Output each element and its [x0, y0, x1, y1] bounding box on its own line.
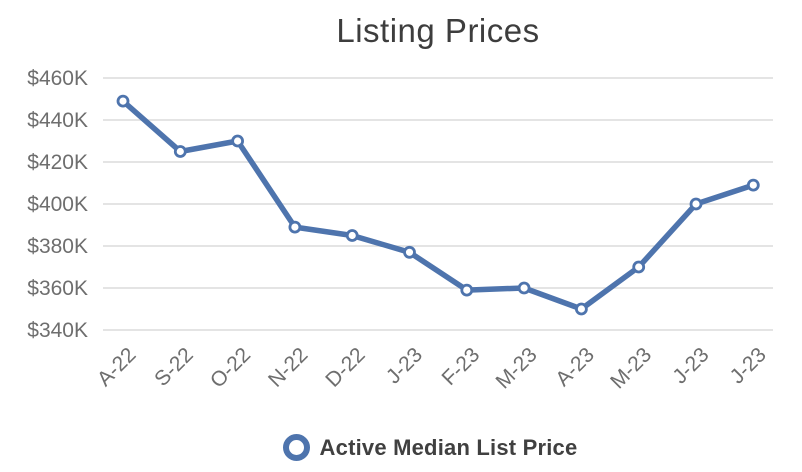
- y-tick-label: $400K: [27, 193, 88, 216]
- x-tick-label: J-23: [382, 343, 427, 388]
- data-point[interactable]: [345, 229, 359, 242]
- x-tick-label: A-23: [551, 343, 599, 391]
- x-tick-label: J-23: [668, 343, 713, 388]
- y-tick-label: $380K: [27, 235, 88, 258]
- x-tick-label: A-22: [93, 343, 141, 391]
- data-point[interactable]: [746, 178, 760, 192]
- chart-title: Listing Prices: [336, 12, 540, 49]
- y-tick-label: $420K: [27, 151, 88, 174]
- x-tick-label: S-22: [150, 343, 198, 391]
- x-tick-label: F-23: [438, 343, 485, 390]
- data-point[interactable]: [689, 197, 703, 211]
- data-point[interactable]: [231, 134, 245, 148]
- data-point[interactable]: [517, 281, 531, 295]
- legend[interactable]: Active Median List Price: [29, 434, 802, 461]
- x-tick-label: N-22: [264, 343, 312, 391]
- data-point[interactable]: [632, 260, 646, 274]
- data-point[interactable]: [460, 283, 474, 297]
- legend-label: Active Median List Price: [319, 434, 578, 460]
- x-tick-label: D-22: [321, 343, 369, 391]
- x-tick-label: M-23: [606, 343, 656, 393]
- x-tick-label: O-22: [206, 343, 255, 392]
- y-tick-label: $360K: [27, 277, 88, 300]
- data-point[interactable]: [575, 302, 588, 316]
- y-tick-label: $340K: [27, 319, 88, 342]
- data-point[interactable]: [288, 220, 302, 234]
- series-line: [120, 98, 757, 312]
- x-tick-label: J-23: [726, 343, 771, 388]
- legend-ring-icon: [282, 434, 310, 461]
- y-tick-label: $460K: [27, 67, 88, 90]
- x-tick-label: M-23: [492, 343, 542, 393]
- data-point[interactable]: [403, 245, 416, 259]
- y-tick-label: $440K: [27, 109, 88, 132]
- data-point[interactable]: [173, 145, 187, 158]
- data-point[interactable]: [116, 94, 130, 108]
